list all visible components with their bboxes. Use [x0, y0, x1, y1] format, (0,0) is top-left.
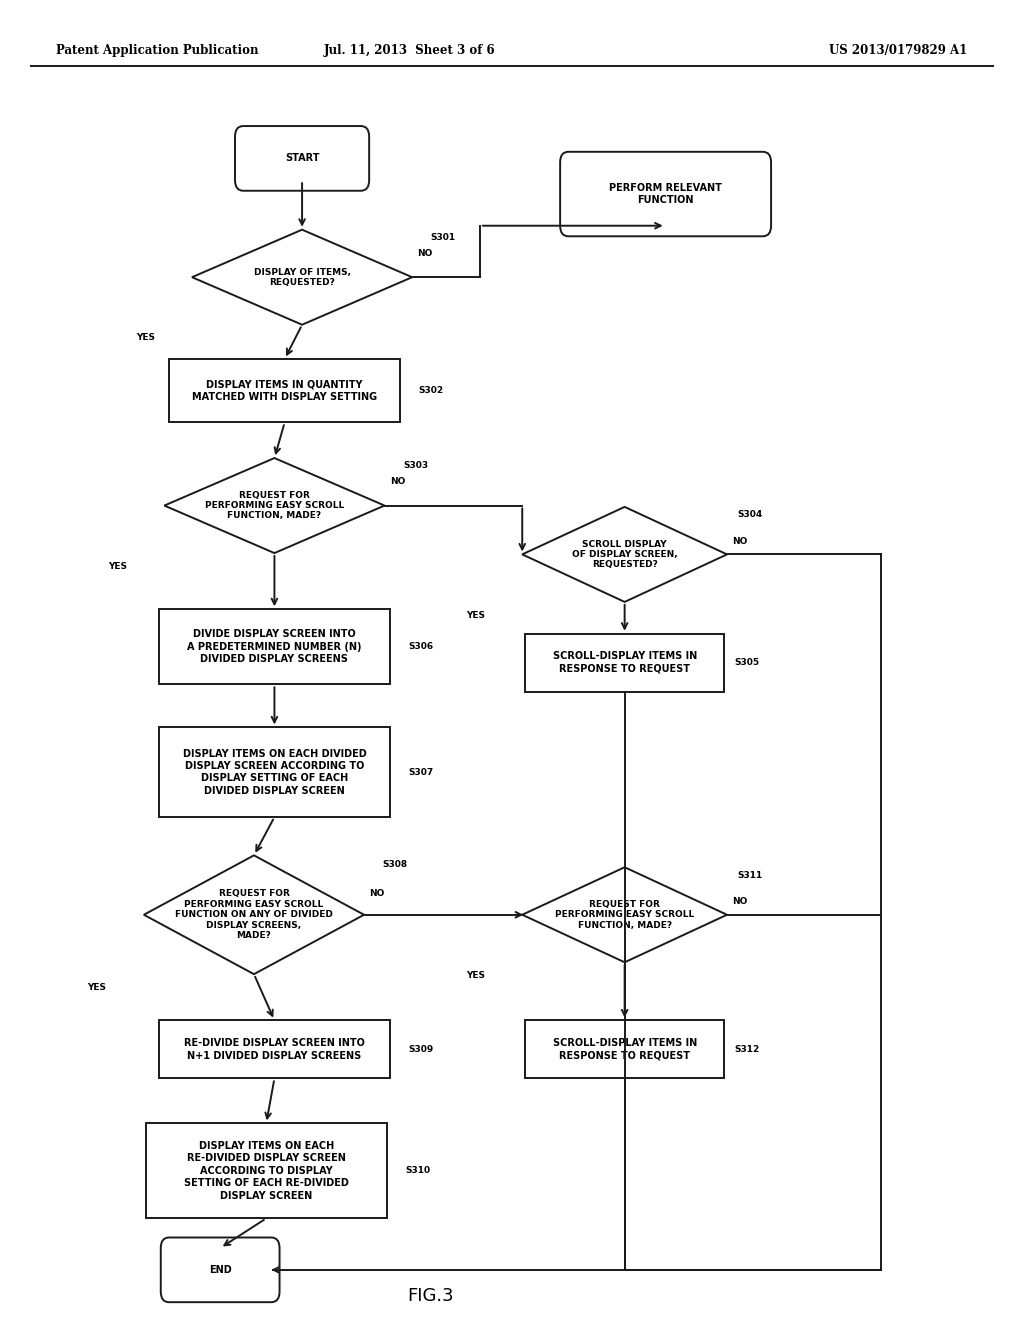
Text: S305: S305: [735, 659, 760, 667]
Bar: [160, 1020, 390, 1078]
Text: Jul. 11, 2013  Sheet 3 of 6: Jul. 11, 2013 Sheet 3 of 6: [324, 44, 496, 57]
Text: NO: NO: [369, 890, 385, 898]
Text: DISPLAY OF ITEMS,
REQUESTED?: DISPLAY OF ITEMS, REQUESTED?: [254, 268, 350, 286]
Text: S302: S302: [419, 387, 443, 395]
Text: NO: NO: [418, 249, 433, 257]
Bar: [170, 359, 400, 422]
Bar: [160, 727, 390, 817]
Text: YES: YES: [109, 562, 127, 570]
Text: SCROLL-DISPLAY ITEMS IN
RESPONSE TO REQUEST: SCROLL-DISPLAY ITEMS IN RESPONSE TO REQU…: [553, 652, 696, 673]
Bar: [524, 1020, 725, 1078]
Polygon shape: [143, 855, 365, 974]
FancyBboxPatch shape: [234, 125, 369, 190]
Text: DISPLAY ITEMS IN QUANTITY
MATCHED WITH DISPLAY SETTING: DISPLAY ITEMS IN QUANTITY MATCHED WITH D…: [193, 380, 377, 401]
Text: S306: S306: [408, 643, 433, 651]
Text: S308: S308: [383, 861, 408, 869]
Text: START: START: [285, 153, 319, 164]
Text: REQUEST FOR
PERFORMING EASY SCROLL
FUNCTION, MADE?: REQUEST FOR PERFORMING EASY SCROLL FUNCT…: [205, 491, 344, 520]
Bar: [524, 634, 725, 692]
FancyBboxPatch shape: [161, 1238, 280, 1302]
Text: END: END: [209, 1265, 231, 1275]
Text: US 2013/0179829 A1: US 2013/0179829 A1: [829, 44, 968, 57]
Text: NO: NO: [732, 537, 748, 545]
Polygon shape: [193, 230, 412, 325]
Text: NO: NO: [389, 478, 406, 486]
Text: S311: S311: [737, 871, 763, 879]
Text: SCROLL DISPLAY
OF DISPLAY SCREEN,
REQUESTED?: SCROLL DISPLAY OF DISPLAY SCREEN, REQUES…: [571, 540, 678, 569]
Text: NO: NO: [732, 898, 748, 906]
Text: REQUEST FOR
PERFORMING EASY SCROLL
FUNCTION ON ANY OF DIVIDED
DISPLAY SCREENS,
M: REQUEST FOR PERFORMING EASY SCROLL FUNCT…: [175, 890, 333, 940]
Text: S307: S307: [408, 768, 433, 776]
Text: S304: S304: [737, 511, 763, 519]
Text: YES: YES: [466, 611, 485, 619]
Text: DISPLAY ITEMS ON EACH
RE-DIVIDED DISPLAY SCREEN
ACCORDING TO DISPLAY
SETTING OF : DISPLAY ITEMS ON EACH RE-DIVIDED DISPLAY…: [183, 1140, 349, 1201]
Bar: [146, 1123, 387, 1218]
Bar: [160, 610, 390, 685]
Text: S303: S303: [403, 462, 428, 470]
Text: YES: YES: [135, 334, 155, 342]
Text: RE-DIVIDE DISPLAY SCREEN INTO
N+1 DIVIDED DISPLAY SCREENS: RE-DIVIDE DISPLAY SCREEN INTO N+1 DIVIDE…: [184, 1039, 365, 1060]
Polygon shape: [522, 507, 727, 602]
Polygon shape: [165, 458, 385, 553]
Text: S309: S309: [408, 1045, 433, 1053]
Text: S310: S310: [406, 1167, 430, 1175]
Text: FIG.3: FIG.3: [407, 1287, 454, 1305]
Text: SCROLL-DISPLAY ITEMS IN
RESPONSE TO REQUEST: SCROLL-DISPLAY ITEMS IN RESPONSE TO REQU…: [553, 1039, 696, 1060]
Polygon shape: [522, 867, 727, 962]
FancyBboxPatch shape: [560, 152, 771, 236]
Text: YES: YES: [88, 983, 106, 991]
Text: DIVIDE DISPLAY SCREEN INTO
A PREDETERMINED NUMBER (N)
DIVIDED DISPLAY SCREENS: DIVIDE DISPLAY SCREEN INTO A PREDETERMIN…: [187, 630, 361, 664]
Text: DISPLAY ITEMS ON EACH DIVIDED
DISPLAY SCREEN ACCORDING TO
DISPLAY SETTING OF EAC: DISPLAY ITEMS ON EACH DIVIDED DISPLAY SC…: [182, 748, 367, 796]
Text: S301: S301: [430, 234, 456, 242]
Text: YES: YES: [466, 972, 485, 979]
Text: REQUEST FOR
PERFORMING EASY SCROLL
FUNCTION, MADE?: REQUEST FOR PERFORMING EASY SCROLL FUNCT…: [555, 900, 694, 929]
Text: S312: S312: [735, 1045, 760, 1053]
Text: Patent Application Publication: Patent Application Publication: [56, 44, 259, 57]
Text: PERFORM RELEVANT
FUNCTION: PERFORM RELEVANT FUNCTION: [609, 183, 722, 205]
